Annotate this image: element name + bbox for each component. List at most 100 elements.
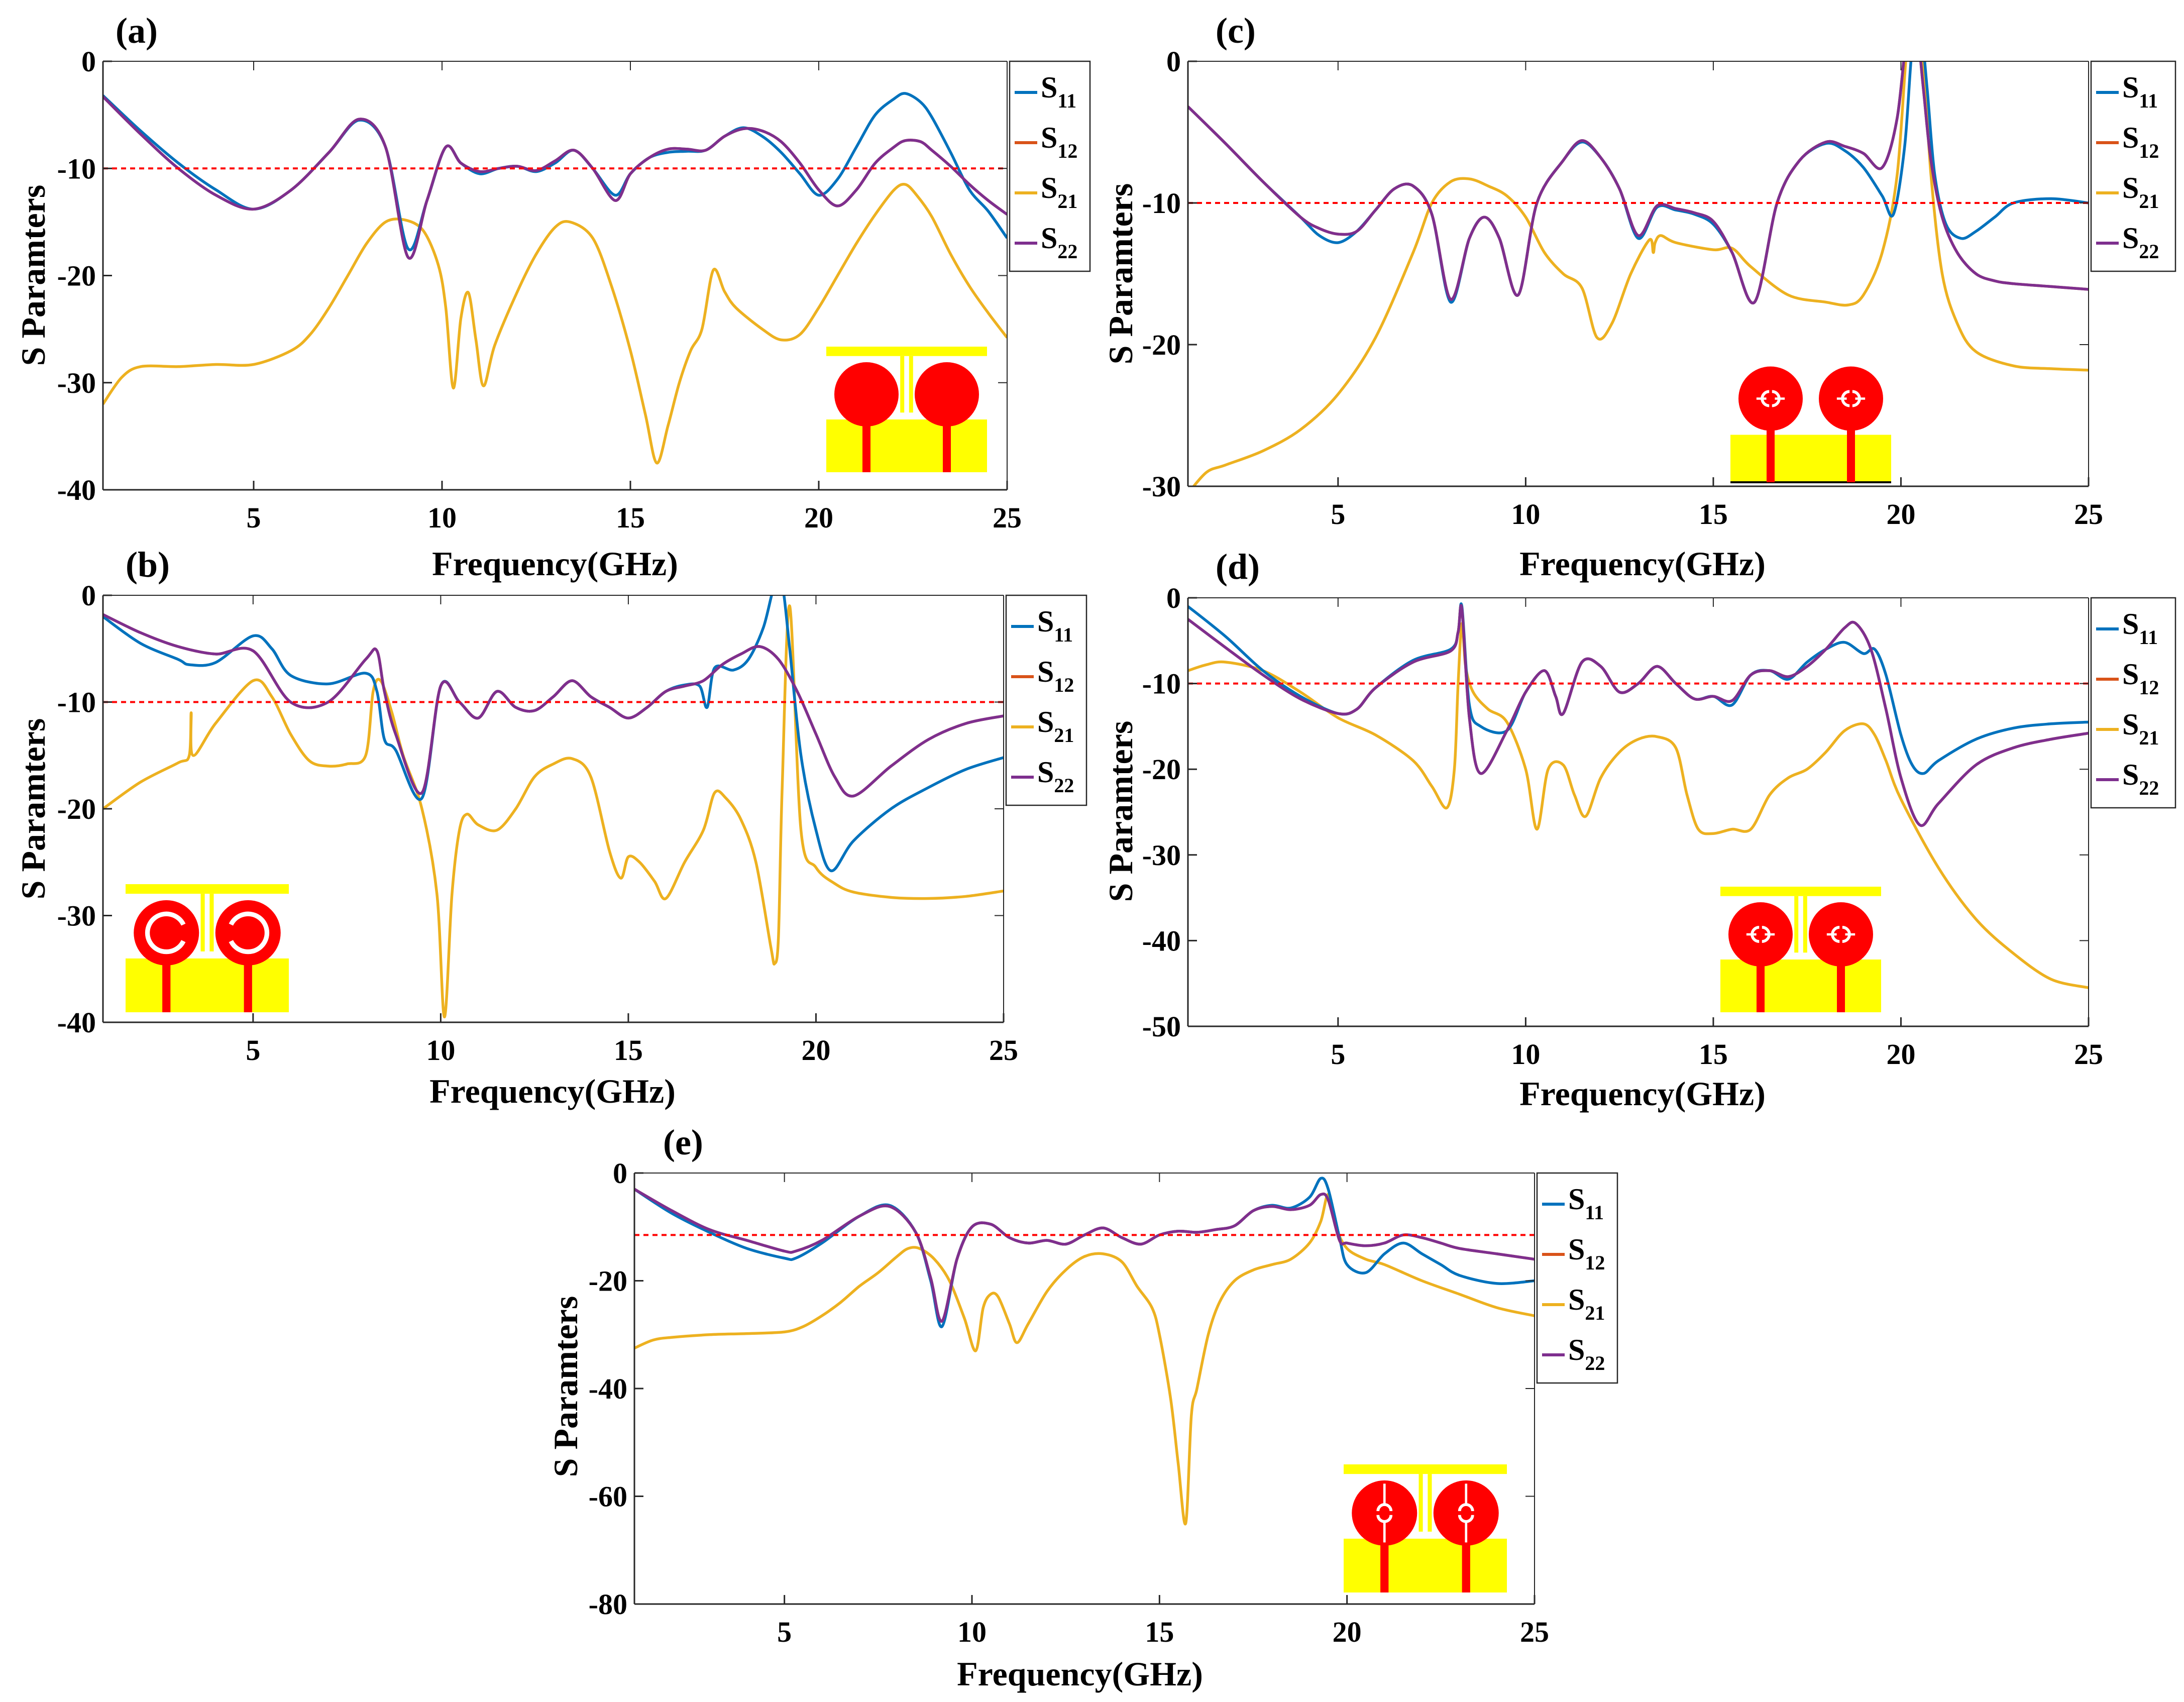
- panel-label: (d): [1216, 547, 1260, 587]
- x-tick-label: 25: [1520, 1616, 1549, 1648]
- x-axis-label: Frequency(GHz): [1519, 1075, 1766, 1113]
- panel-label: (a): [116, 11, 158, 51]
- y-tick-label: -40: [57, 474, 96, 506]
- legend-subscript: 21: [1585, 1302, 1605, 1324]
- legend-label-s12: S12: [2122, 121, 2159, 162]
- radiating-patch-right: [1819, 366, 1883, 431]
- decoupling-stub-left: [200, 894, 205, 951]
- legend-subscript: 22: [1057, 240, 1077, 263]
- y-tick-label: -20: [1142, 329, 1181, 361]
- radiating-patch-right: [1809, 902, 1873, 967]
- legend-label-s21: S21: [2122, 171, 2159, 212]
- legend-subscript: 12: [1054, 674, 1074, 696]
- y-tick-label: -80: [589, 1588, 627, 1621]
- legend-box: [1009, 60, 1091, 272]
- ground-plane: [826, 419, 987, 472]
- legend-subscript: 22: [1054, 774, 1074, 797]
- series-line-s22: [103, 613, 1004, 798]
- legend-main: S: [1041, 71, 1057, 104]
- decoupling-stub-right: [1803, 896, 1807, 953]
- legend-subscript: 21: [1057, 190, 1077, 212]
- series-line-s21: [103, 183, 1007, 465]
- x-axis-label: Frequency(GHz): [432, 545, 678, 583]
- x-tick-label: 5: [246, 1034, 260, 1067]
- radiating-patch-left: [1728, 902, 1793, 967]
- decoupling-strip: [826, 347, 987, 356]
- legend-label-s12: S12: [1037, 655, 1074, 696]
- feed-line-right: [244, 955, 252, 1012]
- antenna-inset-d: [1720, 887, 1881, 1012]
- x-tick-label: 20: [1886, 1038, 1915, 1071]
- y-tick-label: 0: [613, 1157, 627, 1190]
- legend-main: S: [1041, 121, 1057, 154]
- decoupling-strip: [1344, 1464, 1507, 1474]
- legend-box: [2090, 597, 2176, 809]
- legend-label-s12: S12: [1568, 1233, 1605, 1274]
- x-tick-label: 5: [247, 501, 261, 534]
- legend-box: [2090, 60, 2176, 272]
- legend-main: S: [2122, 607, 2139, 641]
- legend-main: S: [2122, 708, 2139, 741]
- legend-subscript: 11: [2139, 626, 2158, 649]
- x-tick-label: 20: [801, 1034, 830, 1067]
- legend-subscript: 11: [1585, 1201, 1604, 1224]
- x-tick-label: 25: [2074, 498, 2103, 530]
- subplot-d: 5 10 15 20 25 0 -10 -20 -30 -40 -50 Frequency(GHz) S…: [1102, 547, 2176, 1113]
- legend-label-s22: S22: [2122, 222, 2159, 263]
- legend-main: S: [1041, 171, 1057, 204]
- feed-line-right: [1837, 956, 1845, 1012]
- legend-subscript: 12: [1585, 1251, 1605, 1274]
- legend-subscript: 22: [1585, 1352, 1605, 1374]
- legend-main: S: [1037, 705, 1054, 738]
- legend-main: S: [1568, 1283, 1585, 1316]
- y-tick-label: -30: [57, 367, 96, 399]
- series-line-s22: [1188, 604, 2089, 827]
- x-tick-label: 5: [1331, 1038, 1345, 1071]
- feed-line-left: [162, 955, 171, 1012]
- legend-subscript: 22: [2139, 777, 2159, 799]
- radiating-patch-left: [834, 362, 899, 427]
- legend-subscript: 21: [2139, 190, 2159, 212]
- radiating-patch-right: [915, 362, 979, 427]
- legend-main: S: [1568, 1183, 1585, 1216]
- legend-subscript: 12: [1057, 140, 1077, 162]
- x-tick-label: 25: [989, 1034, 1018, 1067]
- legend-label-s22: S22: [1568, 1333, 1605, 1374]
- series-line-s22: [103, 95, 1007, 260]
- legend-main: S: [2122, 758, 2139, 791]
- x-tick-label: 25: [2074, 1038, 2103, 1071]
- y-tick-label: 0: [1166, 45, 1181, 78]
- legend-label-s22: S22: [1037, 756, 1074, 797]
- antenna-inset-a: [826, 347, 987, 472]
- y-tick-label: 0: [81, 579, 96, 612]
- y-tick-label: -10: [57, 686, 96, 719]
- y-tick-label: -10: [57, 152, 96, 185]
- antenna-inset-b: [126, 884, 289, 1012]
- ground-plane: [1720, 960, 1881, 1012]
- decoupling-stub-left: [1418, 1474, 1423, 1532]
- legend-label-s21: S21: [1037, 705, 1074, 747]
- legend-label-s22: S22: [1041, 222, 1077, 263]
- y-axis-label: S Paramters: [14, 185, 52, 366]
- legend-label-s12: S12: [2122, 658, 2159, 699]
- y-tick-label: -10: [1142, 668, 1181, 700]
- y-tick-label: -20: [589, 1265, 627, 1298]
- x-axis-label: Frequency(GHz): [957, 1655, 1203, 1693]
- legend-label-s22: S22: [2122, 758, 2159, 799]
- feed-line-right: [1462, 1536, 1470, 1592]
- panel-label: (e): [663, 1122, 703, 1162]
- radiating-patch-right: [1433, 1480, 1499, 1546]
- x-tick-label: 10: [1511, 498, 1540, 530]
- legend-box: [1005, 594, 1087, 806]
- y-tick-label: -20: [57, 793, 96, 825]
- radiating-patch-left: [134, 900, 199, 966]
- series-line-s21: [634, 1193, 1535, 1526]
- y-tick-label: -30: [1142, 839, 1181, 872]
- y-tick-label: -60: [589, 1480, 627, 1513]
- antenna-inset-e: [1344, 1464, 1507, 1592]
- ground-plane: [126, 958, 289, 1012]
